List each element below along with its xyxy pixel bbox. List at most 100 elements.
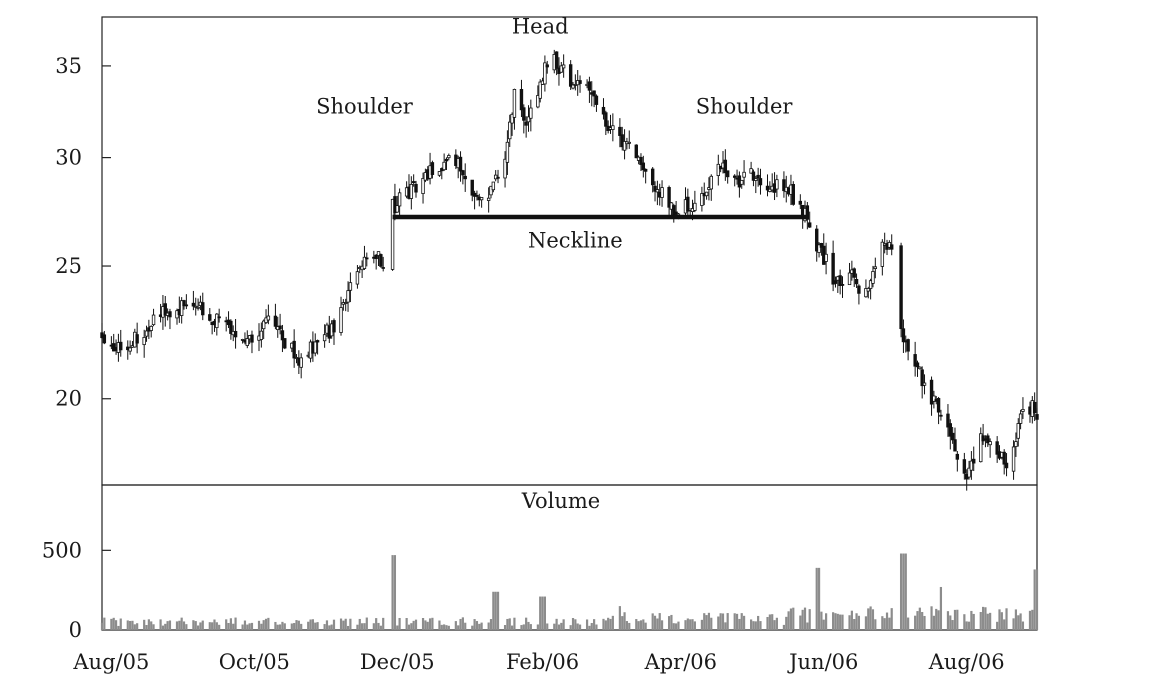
candle-body (191, 302, 196, 307)
candle-body (526, 116, 531, 123)
candle (538, 79, 542, 103)
candle-body (505, 141, 510, 163)
candle-body (873, 266, 878, 269)
volume-bar (342, 620, 345, 630)
candle (470, 179, 474, 202)
candle (149, 325, 153, 338)
candle-body (986, 435, 990, 444)
candle-body (411, 181, 416, 184)
candle-body (395, 205, 399, 213)
candle (709, 174, 713, 201)
candle-body (215, 313, 219, 329)
candle-body (838, 275, 842, 287)
candle (217, 308, 221, 323)
candle-body (775, 179, 779, 190)
volume-bar (267, 617, 270, 630)
candle-body (768, 188, 772, 192)
volume-bar (250, 622, 254, 630)
candle (824, 242, 828, 275)
candle (627, 130, 631, 149)
volume-bar (1031, 609, 1034, 630)
candle (641, 155, 646, 178)
volume-bar (225, 619, 228, 630)
volume-bar (848, 615, 851, 630)
volume-bar (349, 618, 352, 630)
candle (280, 324, 285, 353)
volume-bar (382, 617, 385, 630)
candle (397, 188, 402, 217)
neckline-label: Neckline (528, 228, 623, 252)
volume-bar (578, 624, 582, 630)
volume-bar (637, 621, 640, 630)
candle-body (475, 194, 479, 197)
candle (594, 94, 599, 112)
volume-bar (660, 620, 664, 630)
candle (355, 265, 360, 289)
candle-body (740, 179, 744, 185)
volume-bar (717, 616, 720, 630)
candle-body (922, 382, 927, 386)
candle (184, 294, 189, 310)
candle (901, 319, 906, 353)
candle-body (1035, 414, 1039, 420)
candle (505, 130, 510, 175)
volume-bar (489, 619, 493, 630)
volume-bar (914, 615, 917, 630)
candle-body (163, 303, 167, 316)
candle (592, 90, 596, 108)
candle (655, 180, 660, 206)
volume-bar (110, 618, 113, 630)
volume-bar (857, 615, 861, 630)
candle (765, 174, 770, 197)
candle-body (1032, 401, 1037, 414)
volume-bar (593, 619, 596, 630)
candle-body (901, 328, 906, 343)
price-tick-label: 20 (55, 387, 82, 411)
candle (749, 161, 753, 174)
volume-bar (553, 623, 556, 630)
volume-bar (391, 555, 394, 630)
price-tick-label: 30 (55, 146, 82, 170)
volume-bar (623, 612, 626, 630)
candle-body (348, 282, 353, 291)
candle (946, 404, 950, 437)
candle (292, 329, 296, 368)
candle-body (805, 205, 810, 220)
candle (491, 181, 496, 193)
candle (261, 319, 266, 340)
volume-bar (700, 619, 703, 630)
candle-body (208, 314, 212, 321)
volume-bar (670, 614, 673, 630)
candle (650, 167, 655, 193)
volume-bar (604, 620, 607, 630)
candle (873, 257, 878, 279)
volume-bar (283, 623, 286, 630)
candle-body (491, 181, 496, 191)
candle (618, 118, 622, 148)
candle (229, 319, 233, 340)
candle-body (594, 95, 599, 105)
candle-body (915, 362, 920, 368)
candle (693, 190, 697, 213)
volume-bar (325, 620, 329, 630)
volume-bar (642, 619, 645, 630)
candle (536, 85, 540, 109)
volume-bar (114, 620, 118, 630)
candle (489, 185, 493, 199)
candle (1032, 392, 1037, 422)
candle (144, 325, 149, 342)
candle (742, 160, 746, 186)
volume-bar (471, 625, 474, 630)
volume-bar (864, 616, 868, 630)
candle (191, 290, 196, 311)
candle-body (641, 162, 646, 171)
candle (344, 298, 348, 312)
candle-body (847, 272, 852, 286)
volume-bar (904, 553, 907, 630)
volume-bar (398, 617, 401, 630)
candle (390, 198, 395, 271)
volume-bar (215, 622, 218, 630)
candle-body (168, 311, 172, 318)
candle-body (545, 64, 549, 68)
volume-bar (126, 620, 129, 630)
